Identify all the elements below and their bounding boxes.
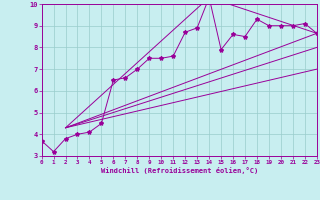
X-axis label: Windchill (Refroidissement éolien,°C): Windchill (Refroidissement éolien,°C) [100, 167, 258, 174]
